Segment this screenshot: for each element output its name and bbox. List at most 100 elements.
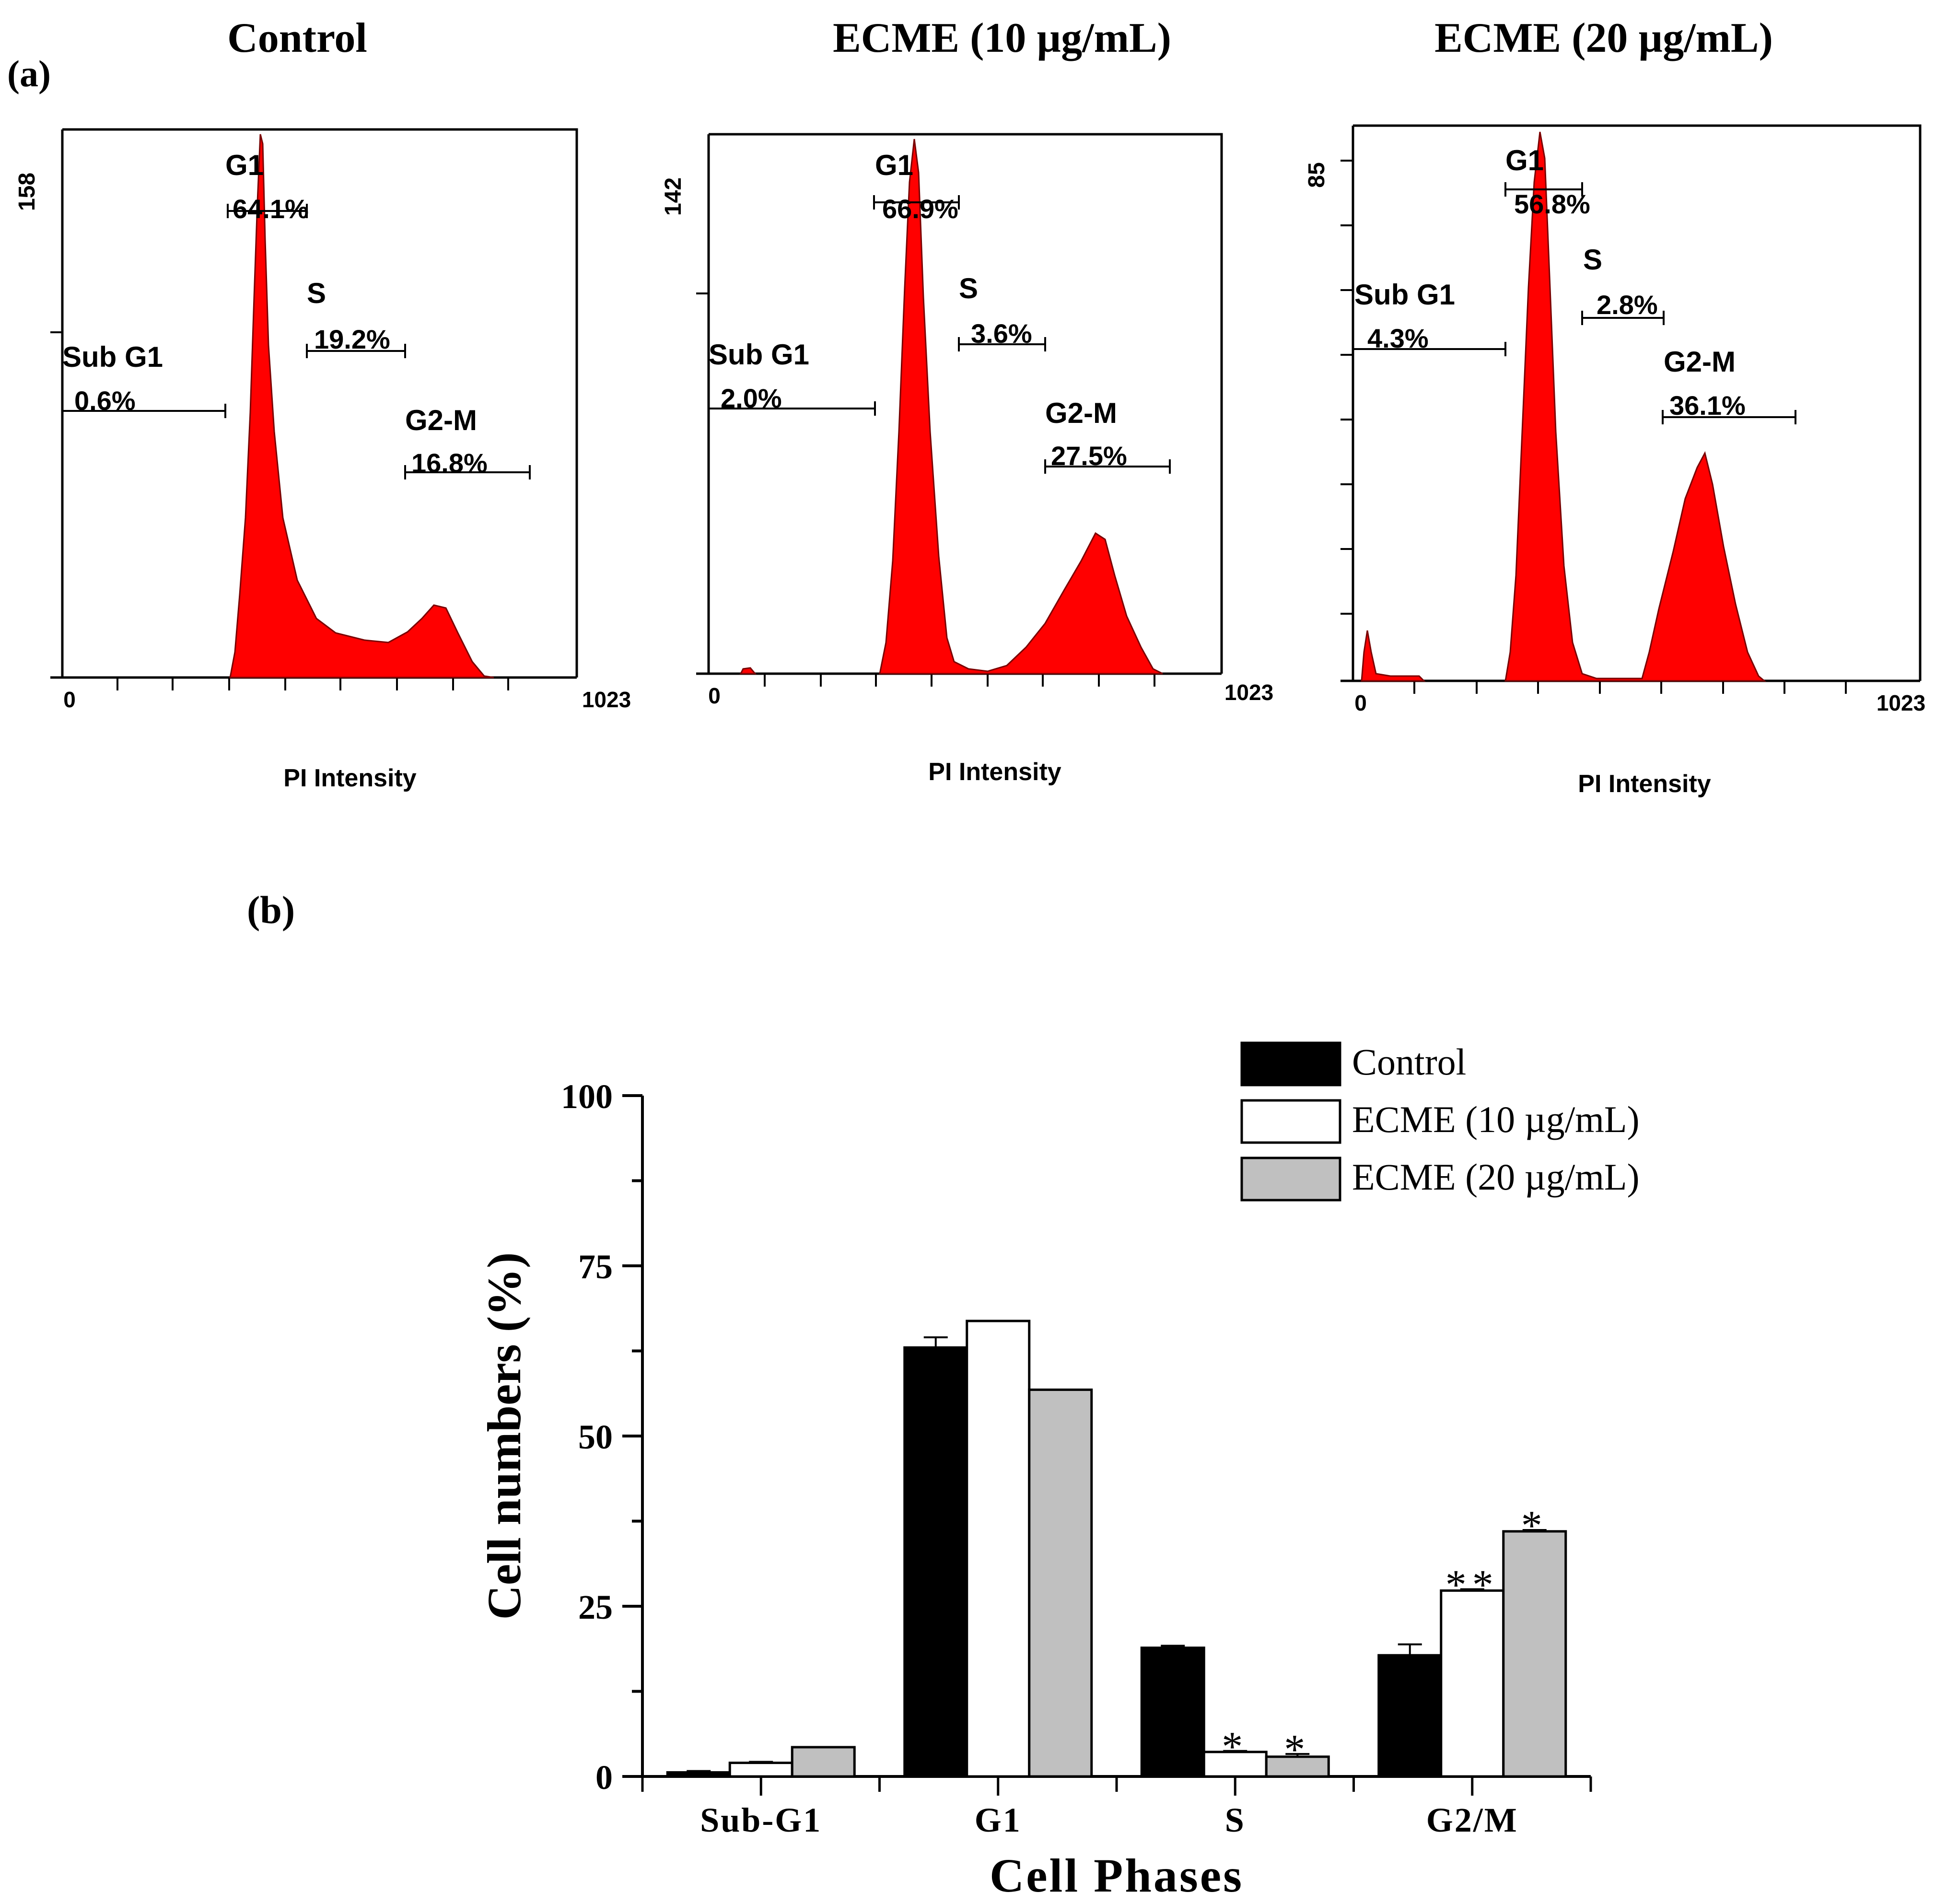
y-tick-label: 75: [578, 1248, 613, 1286]
gate-name: S: [307, 277, 326, 309]
x-tick-label: G2/M: [1426, 1801, 1518, 1839]
y-tick-label: 50: [578, 1418, 613, 1456]
bar-ecme-10-g-ml-g1: [966, 1320, 1031, 1778]
histogram-control: Control 158 0 1023 PI Intensity Sub G1 0…: [14, 15, 631, 792]
x-max-label: 1023: [1224, 680, 1273, 705]
gate-name: S: [1583, 244, 1602, 276]
plot-frame: [62, 128, 578, 677]
significance-marker: **: [1445, 1562, 1499, 1609]
legend-swatch: [1240, 1099, 1341, 1144]
y-max-label: 142: [661, 177, 686, 216]
histogram-area: [739, 667, 757, 675]
gate-name: G1: [1505, 144, 1544, 176]
legend-label: ECME (10 µg/mL): [1352, 1098, 1640, 1140]
x-tick-label: S: [1225, 1801, 1246, 1839]
gate-percent: 0.6%: [74, 385, 136, 416]
gate-sub-g1: Sub G1 0.6%: [62, 341, 226, 418]
bar-ecme-20-g-ml-sub-g1: [791, 1746, 856, 1778]
histogram-title: ECME (20 µg/mL): [1434, 15, 1773, 61]
x-axis-label: PI Intensity: [283, 764, 416, 792]
x-axis-label: Cell Phases: [990, 1849, 1244, 1902]
gate-g2m: G2-M 16.8%: [404, 404, 531, 479]
gate-g1: G1 56.8%: [1504, 144, 1590, 219]
x-tick-label: Sub-G1: [700, 1801, 822, 1839]
x-axis-label: PI Intensity: [1578, 770, 1711, 798]
gate-percent: 19.2%: [314, 324, 390, 354]
x-ticks: [1413, 681, 1847, 694]
legend-swatch: [1240, 1041, 1341, 1086]
bar-control-g1: [903, 1346, 968, 1778]
histogram-ecme-10: ECME (10 µg/mL) 142 0 1023 PI Intensity …: [661, 15, 1273, 786]
legend-label: ECME (20 µg/mL): [1352, 1156, 1640, 1198]
significance-marker: *: [1521, 1503, 1548, 1549]
gate-g2m: G2-M 36.1%: [1662, 346, 1796, 424]
bar-ecme-20-g-ml-g2-m: [1502, 1530, 1567, 1778]
legend-swatch: [1240, 1156, 1341, 1202]
histogram-area: [229, 134, 494, 678]
y-tick-label: 0: [595, 1758, 613, 1797]
gate-name: S: [959, 272, 978, 304]
plot-frame: [1353, 124, 1922, 681]
y-max-label: 85: [1304, 162, 1329, 187]
y-tick-label: 100: [561, 1077, 613, 1116]
gate-name: G1: [875, 149, 913, 181]
y-ticks: [1341, 160, 1353, 615]
gate-percent: 36.1%: [1669, 390, 1746, 421]
legend-label: Control: [1352, 1041, 1466, 1083]
gate-percent: 16.8%: [411, 448, 488, 478]
gate-percent: 27.5%: [1051, 441, 1127, 471]
significance-marker: *: [1222, 1724, 1248, 1770]
gate-name: G2-M: [1045, 397, 1117, 429]
gate-percent: 2.0%: [721, 383, 782, 413]
significance-marker: *: [1284, 1727, 1311, 1773]
gate-g1: G1 66.9%: [873, 149, 960, 224]
gate-name: G2-M: [405, 404, 477, 436]
gate-s: S 3.6%: [958, 272, 1046, 351]
y-max-label: 158: [14, 173, 40, 211]
histogram-title: ECME (10 µg/mL): [833, 15, 1171, 61]
gate-percent: 56.8%: [1514, 189, 1590, 219]
gate-percent: 66.9%: [882, 194, 958, 224]
x-min-label: 0: [1354, 690, 1367, 715]
bar-ecme-10-g-ml-g2-m: [1440, 1589, 1505, 1778]
bar-ecme-10-g-ml-sub-g1: [728, 1762, 793, 1778]
gate-name: G1: [225, 149, 264, 181]
gate-g1: G1 64.1%: [225, 149, 309, 224]
panel-b-label: (b): [247, 888, 295, 932]
bar-control-s: [1140, 1647, 1205, 1778]
y-tick-label: 25: [578, 1588, 613, 1626]
bar-control-sub-g1: [666, 1771, 731, 1778]
bar-control-g2-m: [1377, 1654, 1443, 1778]
x-axis-label: PI Intensity: [928, 758, 1061, 786]
histogram-area: [879, 139, 1163, 675]
bar-ecme-20-g-ml-s: [1265, 1755, 1330, 1778]
plot-frame: [709, 133, 1223, 674]
histogram-area: [1504, 131, 1767, 682]
x-ticks: [117, 677, 509, 690]
gate-name: Sub G1: [1354, 279, 1455, 311]
gate-percent: 4.3%: [1367, 323, 1429, 353]
histogram-title: Control: [227, 15, 367, 61]
gate-sub-g1: Sub G1 4.3%: [1353, 279, 1506, 356]
gate-percent: 3.6%: [971, 318, 1032, 349]
gate-percent: 64.1%: [233, 194, 309, 224]
gate-g2m: G2-M 27.5%: [1044, 397, 1171, 474]
panel-a-label: (a): [7, 53, 51, 94]
histogram-area: [1361, 630, 1426, 682]
x-max-label: 1023: [1877, 690, 1925, 715]
gate-name: Sub G1: [62, 341, 163, 373]
histogram-ecme-20: ECME (20 µg/mL) 85 0 1023 PI Intensity S…: [1304, 15, 1925, 798]
bar-ecme-20-g-ml-g1: [1028, 1388, 1093, 1778]
gate-name: G2-M: [1664, 346, 1736, 378]
x-min-label: 0: [708, 683, 721, 708]
y-axis-label: Cell numbers (%): [478, 1252, 531, 1620]
gate-s: S 2.8%: [1581, 244, 1665, 325]
gate-sub-g1: Sub G1 2.0%: [709, 339, 876, 416]
x-min-label: 0: [63, 687, 76, 712]
gate-percent: 2.8%: [1597, 290, 1658, 320]
x-ticks: [764, 674, 1155, 687]
gate-s: S 19.2%: [306, 277, 406, 358]
x-max-label: 1023: [582, 687, 631, 712]
